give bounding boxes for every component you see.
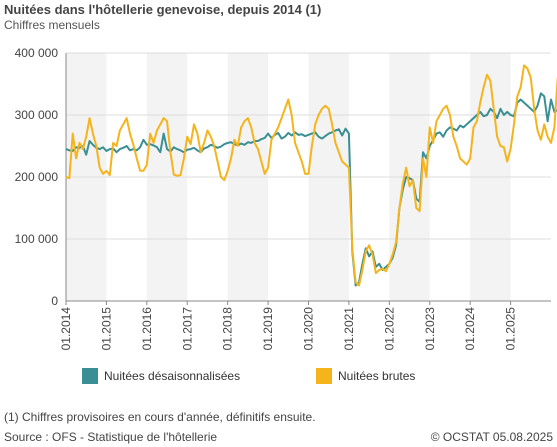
source-text: Source : OFS - Statistique de l'hôteller… <box>4 430 218 444</box>
x-tick-label: 01.2023 <box>423 307 437 351</box>
x-tick-label: 01.2019 <box>261 307 275 351</box>
chart-subtitle: Chiffres mensuels <box>4 18 100 32</box>
x-tick-label: 01.2024 <box>463 307 477 351</box>
footnote: (1) Chiffres provisoires en cours d'anné… <box>4 410 316 424</box>
legend-item-desaisonnalisees[interactable]: Nuitées désaisonnalisées <box>82 368 240 384</box>
x-tick-label: 01.2021 <box>342 307 356 351</box>
x-tick-label: 01.2018 <box>221 307 235 351</box>
legend-item-brutes[interactable]: Nuitées brutes <box>316 368 415 384</box>
x-tick-label: 01.2025 <box>504 307 518 351</box>
x-tick-label: 01.2017 <box>180 307 194 351</box>
x-tick-label: 01.2015 <box>99 307 113 351</box>
y-tick-label: 0 <box>51 294 58 308</box>
legend-label-brutes: Nuitées brutes <box>338 369 416 383</box>
x-tick-label: 01.2016 <box>140 307 154 351</box>
y-tick-label: 300 000 <box>15 108 59 122</box>
x-tick-label: 01.2014 <box>59 307 73 351</box>
legend-swatch-desaisonnalisees <box>82 368 98 384</box>
legend-label-desaisonnalisees: Nuitées désaisonnalisées <box>104 369 241 383</box>
copyright-text: © OCSTAT 05.08.2025 <box>430 430 553 444</box>
legend-swatch-brutes <box>316 368 332 384</box>
y-tick-label: 100 000 <box>15 232 59 246</box>
y-tick-label: 400 000 <box>15 46 59 60</box>
chart-title: Nuitées dans l'hôtellerie genevoise, dep… <box>4 2 322 17</box>
x-tick-label: 01.2022 <box>382 307 396 351</box>
y-tick-label: 200 000 <box>15 170 59 184</box>
series-line-desaisonnalisees <box>65 92 557 287</box>
x-tick-label: 01.2020 <box>302 307 316 351</box>
series-line-brutes <box>65 64 557 287</box>
